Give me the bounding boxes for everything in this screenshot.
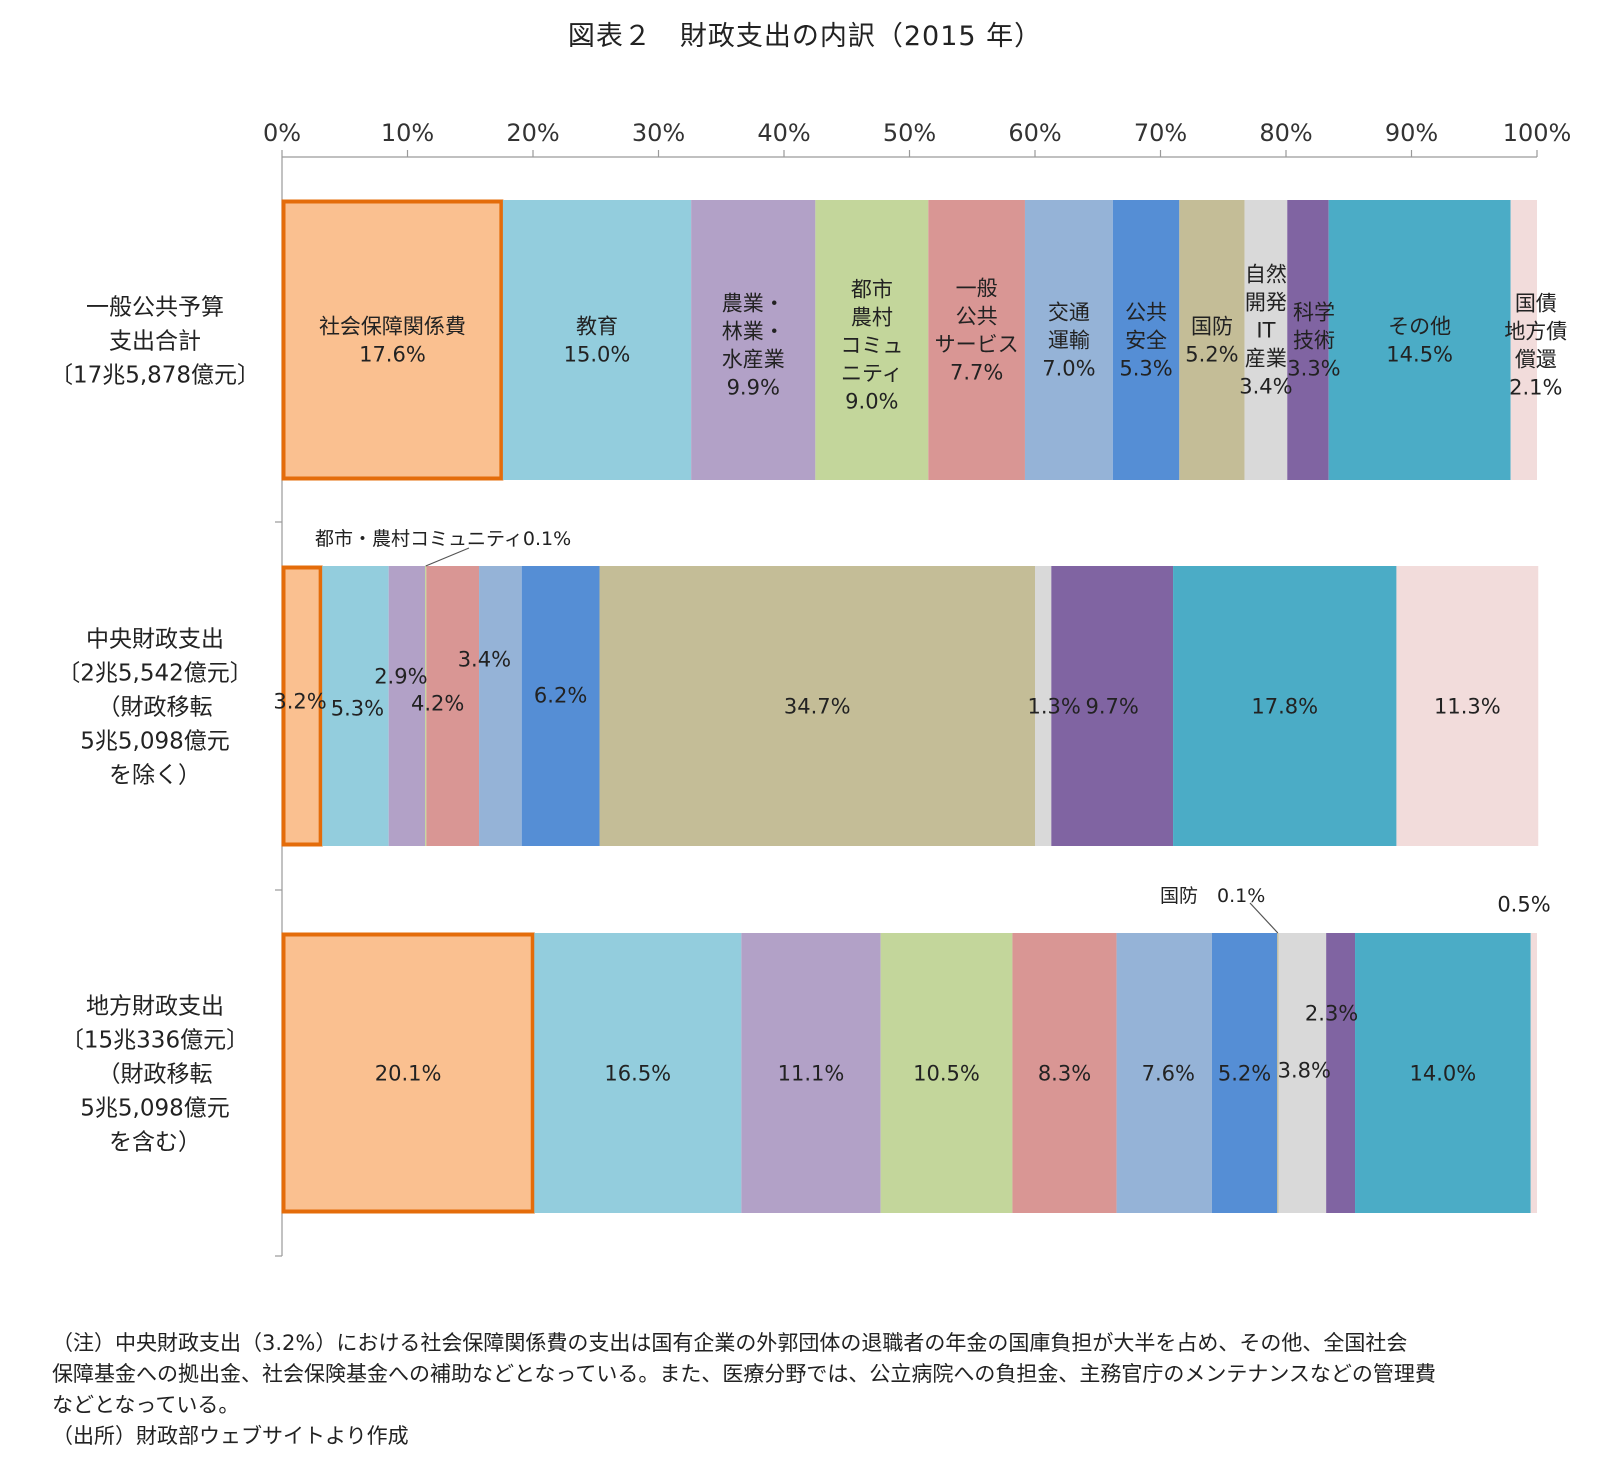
callout-leader	[1249, 902, 1279, 934]
x-tick-label: 100%	[1503, 119, 1572, 147]
data-label: 9.7%	[1086, 695, 1139, 719]
bar-segment	[1244, 200, 1288, 480]
data-label: 交通運輸 7.0%	[1042, 301, 1095, 381]
bar-segment	[1211, 933, 1278, 1213]
x-tick-label: 80%	[1259, 119, 1312, 147]
data-label: 国防 5.2%	[1185, 315, 1238, 367]
bar-segment	[880, 933, 1013, 1213]
data-label: 3.2%	[273, 690, 326, 714]
data-label: 2.9%	[374, 665, 427, 689]
category-label: 一般公共予算支出合計〔17兆5,878億元〕	[50, 294, 260, 388]
bar-segment	[1179, 200, 1245, 480]
bar-segment	[691, 200, 816, 480]
bar-segment	[425, 566, 427, 846]
bar-segment	[599, 566, 1035, 846]
plot-frame: 0% 10% 20% 30% 40% 50% 60% 70% 80% 90% 100%	[263, 119, 1572, 1257]
data-label: 4.2%	[411, 692, 464, 716]
data-label: 教育 15.0%	[564, 315, 631, 367]
data-label: 11.3%	[1434, 695, 1501, 719]
data-label: 7.6%	[1142, 1062, 1195, 1086]
note-line-2: 保障基金への拠出金、社会保険基金への補助などとなっている。また、医療分野では、公…	[52, 1362, 1436, 1386]
bar-segment	[1396, 566, 1539, 846]
bar-segment	[1277, 933, 1279, 1213]
data-label: 34.7%	[784, 695, 851, 719]
data-label: 社会保障関係費 17.6%	[319, 315, 466, 367]
bar-segment	[1278, 933, 1327, 1213]
data-label: 17.8%	[1251, 695, 1318, 719]
data-label: 一般公共サービス 7.7%	[935, 277, 1019, 385]
x-tick-label: 90%	[1385, 119, 1438, 147]
bar-segment	[1510, 200, 1537, 480]
bar-segment	[1326, 933, 1356, 1213]
category-label: 中央財政支出〔2兆5,542億元〕（財政移転 5兆5,098億元を除く）	[57, 626, 252, 788]
bar-segments	[281, 199, 1539, 1214]
bar-segment	[281, 932, 535, 1214]
x-tick-label: 10%	[381, 119, 434, 147]
bar-segment	[1355, 933, 1531, 1213]
bar-segment	[928, 200, 1025, 480]
x-tick-label: 20%	[506, 119, 559, 147]
data-labels: 一般公共予算支出合計〔17兆5,878億元〕中央財政支出〔2兆5,542億元〕（…	[50, 263, 1567, 1156]
data-label: 6.2%	[534, 684, 587, 708]
callout-leader	[425, 547, 470, 567]
data-label: 公共安全 5.3%	[1119, 301, 1172, 381]
data-label: 5.3%	[331, 697, 384, 721]
bar-segment	[1012, 933, 1117, 1213]
data-label: 20.1%	[375, 1062, 442, 1086]
bar-segment	[534, 933, 742, 1213]
data-label: 8.3%	[1038, 1062, 1091, 1086]
data-label: 1.3%	[1027, 695, 1080, 719]
data-label: 自然開発 IT 産業 3.4%	[1239, 263, 1292, 399]
bar-segment	[1051, 566, 1174, 846]
bar-segment	[815, 200, 929, 480]
note-line-1: （注）中央財政支出（3.2%）における社会保障関係費の支出は国有企業の外郭団体の…	[52, 1331, 1408, 1355]
bar-segment	[502, 200, 692, 480]
data-label: 2.3%	[1305, 1002, 1358, 1026]
x-tick-label: 0%	[263, 119, 301, 147]
data-label-callout: 都市・農村コミュニティ0.1%	[315, 528, 571, 550]
x-tick-label: 50%	[883, 119, 936, 147]
x-tick-label: 60%	[1008, 119, 1061, 147]
bar-segment	[388, 566, 426, 846]
bar-segment	[1116, 933, 1212, 1213]
data-label: 農業・林業・水産業 9.9%	[722, 292, 785, 400]
data-label: 3.4%	[458, 648, 511, 672]
data-label: 16.5%	[604, 1062, 671, 1086]
data-label: 0.5%	[1497, 893, 1550, 917]
bar-segment	[1287, 200, 1329, 480]
bar-segment	[426, 566, 480, 846]
x-tick-label: 70%	[1134, 119, 1187, 147]
chart-title: 図表２ 財政支出の内訳（2015 年）	[567, 21, 1043, 52]
bar-segment	[1530, 933, 1537, 1213]
data-label: 3.8%	[1278, 1059, 1331, 1083]
data-label: 科学技術 3.3%	[1287, 301, 1340, 381]
data-label: その他 14.5%	[1386, 315, 1453, 367]
bar-segment	[1024, 200, 1113, 480]
x-tick-label: 40%	[757, 119, 810, 147]
notes: （注）中央財政支出（3.2%）における社会保障関係費の支出は国有企業の外郭団体の…	[52, 1328, 1552, 1452]
data-label: 11.1%	[778, 1062, 845, 1086]
category-label: 地方財政支出〔15兆336億元〕（財政移転 5兆5,098億元を含む）	[61, 993, 249, 1155]
bar-segment	[322, 566, 389, 846]
bar-segment	[479, 566, 522, 846]
bar-segment	[741, 933, 881, 1213]
source-line: （出所）財政部ウェブサイトより作成	[52, 1424, 409, 1448]
bar-segment	[1173, 566, 1397, 846]
data-label: 14.0%	[1410, 1062, 1477, 1086]
bar-segment	[281, 199, 504, 481]
note-line-3: などとなっている。	[52, 1393, 240, 1417]
x-tick-label: 30%	[632, 119, 685, 147]
data-label-callout: 国防 0.1%	[1160, 885, 1265, 907]
data-label: 都市農村コミュニティ 9.0%	[840, 278, 903, 414]
bar-segment	[1112, 200, 1180, 480]
bar-segment	[1035, 566, 1052, 846]
data-label: 10.5%	[913, 1062, 980, 1086]
bar-segment	[281, 565, 323, 847]
bar-segment	[521, 566, 600, 846]
data-label: 国債地方債償還 2.1%	[1504, 292, 1567, 400]
bar-segment	[1328, 200, 1511, 480]
data-label: 5.2%	[1218, 1062, 1271, 1086]
